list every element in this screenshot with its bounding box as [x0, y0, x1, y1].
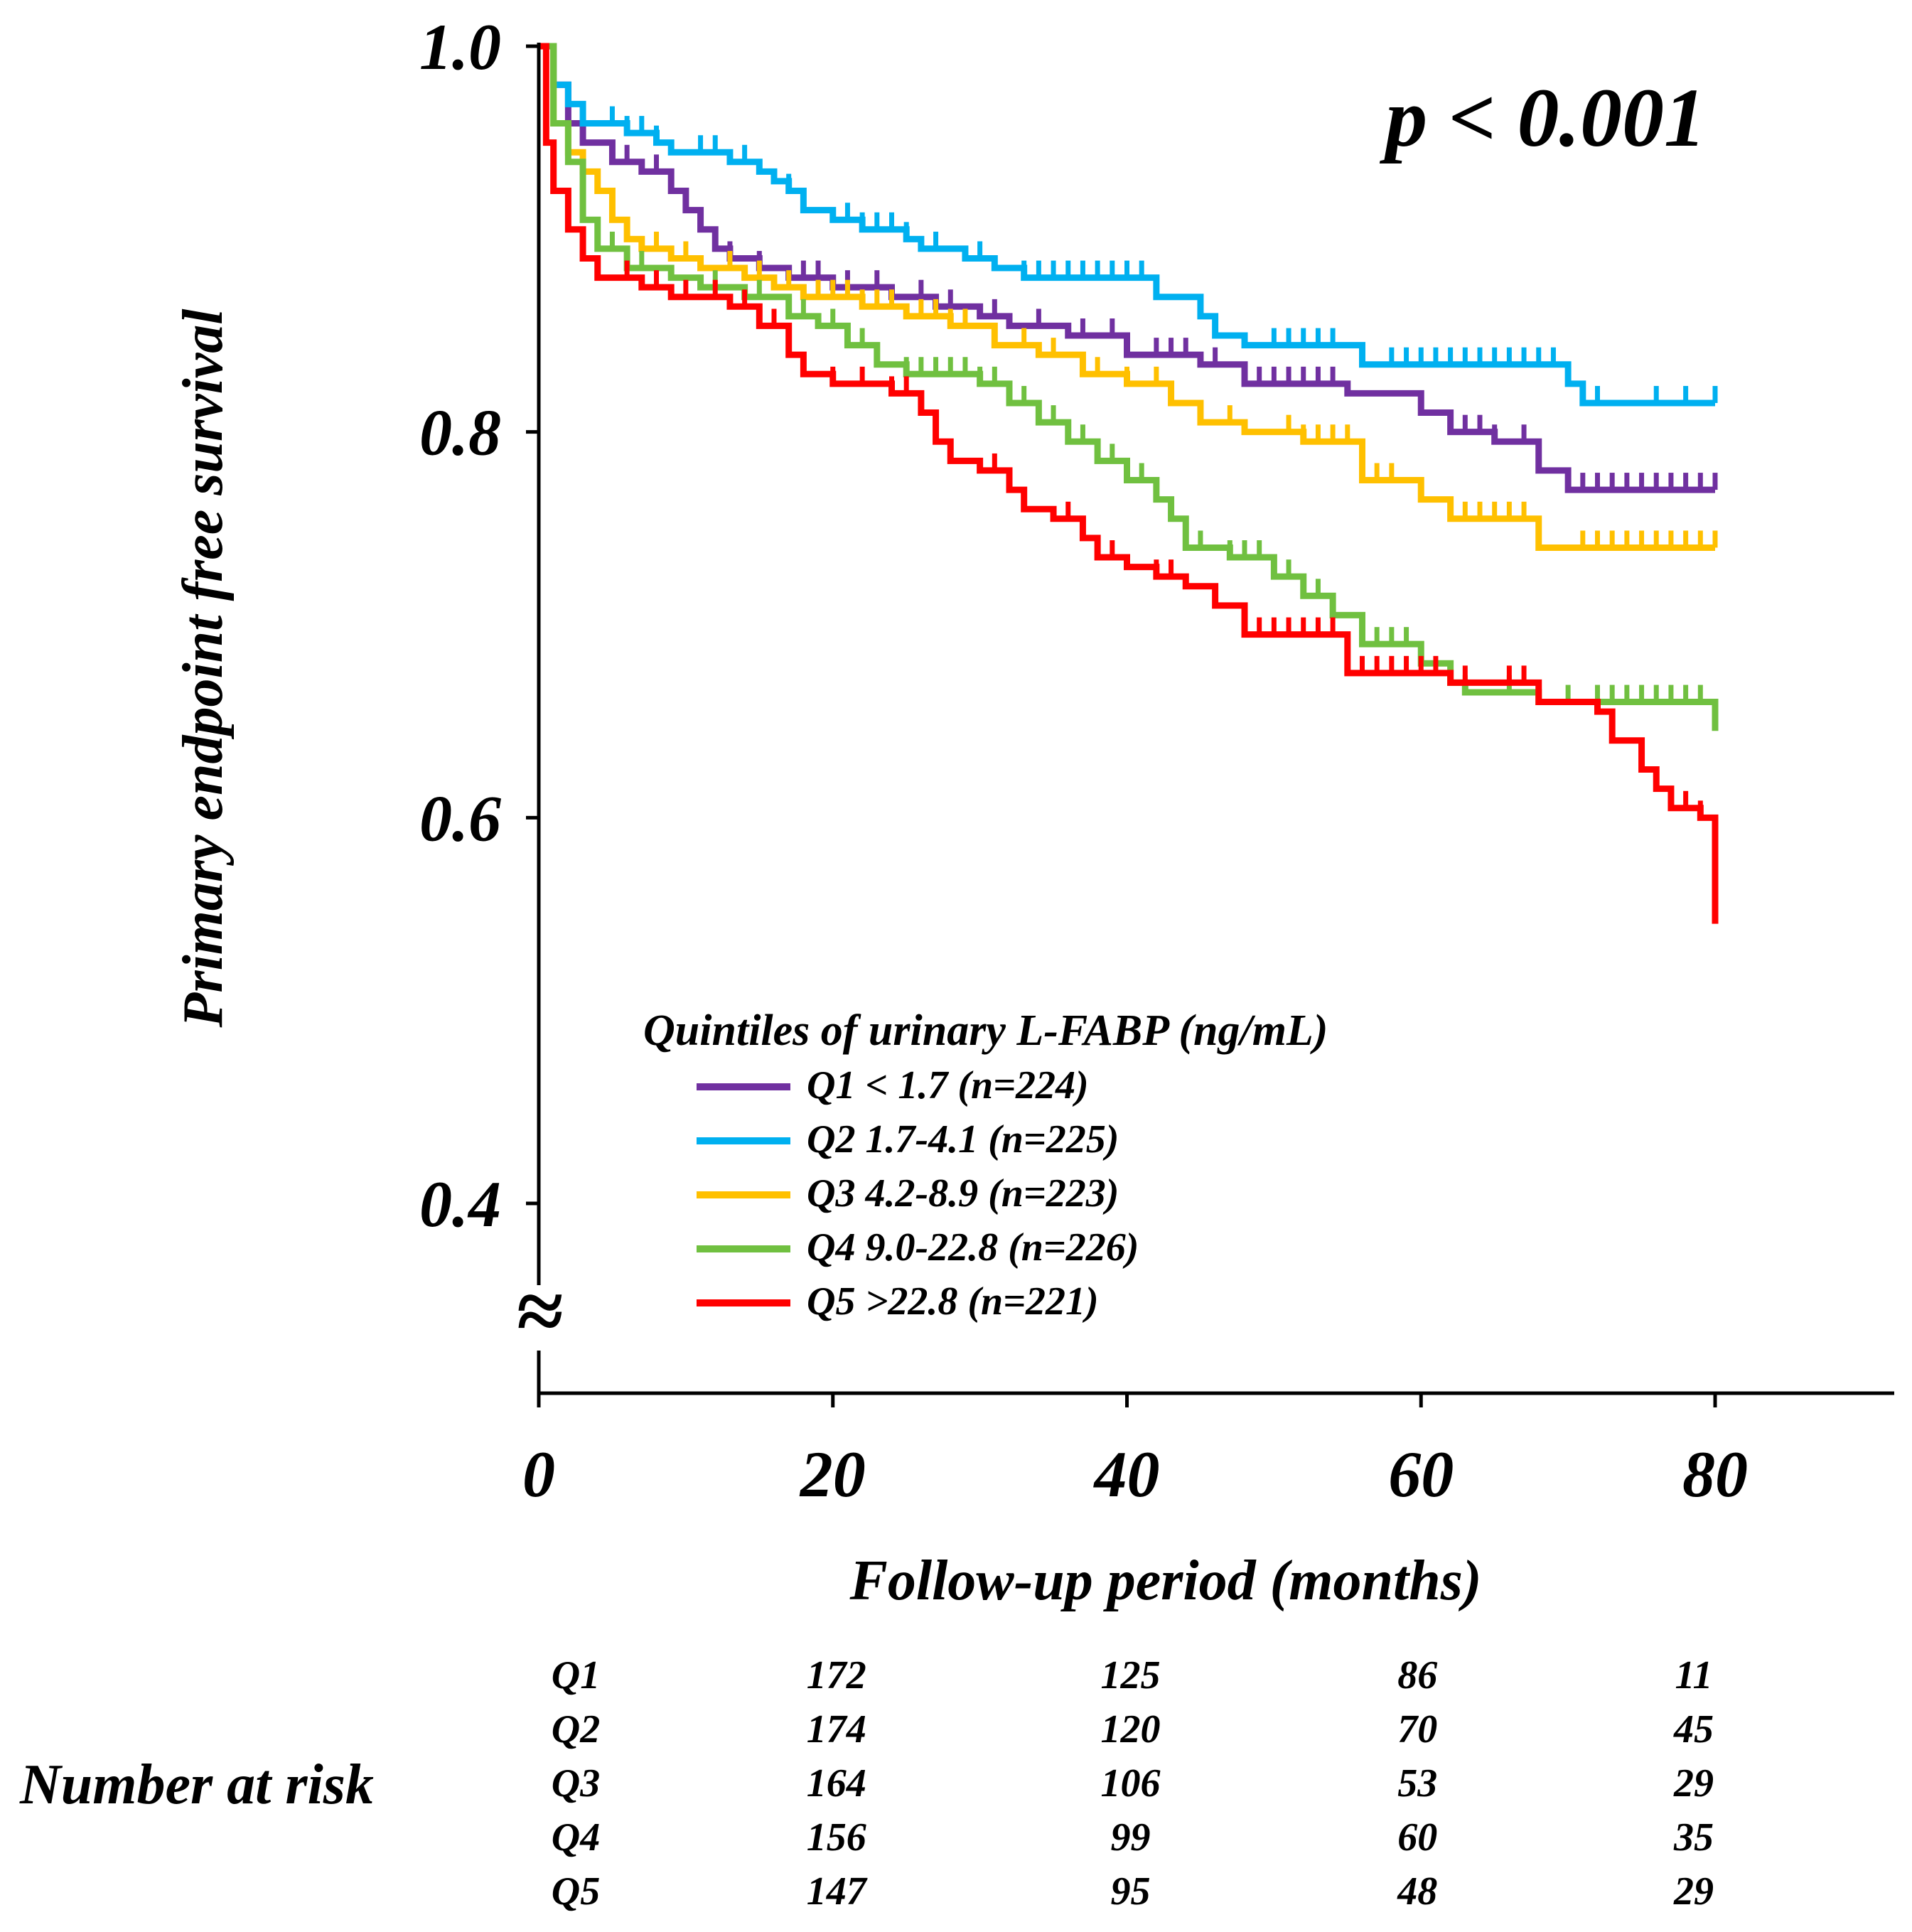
risk-value: 172: [807, 1653, 866, 1697]
legend-label-q5: Q5 >22.8 (n=221): [807, 1279, 1099, 1324]
legend-label-q2: Q2 1.7-4.1 (n=225): [807, 1117, 1119, 1161]
axes-layer: ≈0.4 0.6 0.8 1.0 0 20 40 60 80: [419, 11, 1894, 1510]
risk-row-label: Q3: [552, 1761, 600, 1805]
risk-value: 106: [1101, 1761, 1161, 1805]
y-axis-break-symbol: ≈: [515, 1264, 562, 1358]
legend: Quintiles of urinary L-FABP (ng/mL) Q1 <…: [643, 1007, 1328, 1324]
x-tick-label: 60: [1388, 1438, 1454, 1510]
legend-label-q1: Q1 < 1.7 (n=224): [807, 1063, 1089, 1107]
risk-value: 95: [1111, 1869, 1151, 1914]
series-layer: [539, 43, 1719, 924]
risk-value: 53: [1397, 1761, 1437, 1805]
risk-value: 29: [1673, 1761, 1714, 1805]
risk-value: 70: [1397, 1707, 1437, 1751]
series-line-q5: [539, 43, 1719, 924]
risk-value: 125: [1101, 1653, 1161, 1697]
x-tick-label: 20: [799, 1438, 866, 1510]
risk-value: 147: [807, 1869, 868, 1914]
legend-label-q4: Q4 9.0-22.8 (n=226): [807, 1225, 1139, 1270]
x-tick-label: 40: [1093, 1438, 1160, 1510]
risk-value: 156: [807, 1815, 866, 1859]
y-tick-label: 0.4: [419, 1168, 501, 1240]
risk-value: 164: [807, 1761, 866, 1805]
y-tick-label: 0.8: [419, 397, 501, 469]
risk-value: 45: [1673, 1707, 1714, 1751]
y-axis-label: Primary endpoint free survival: [172, 308, 235, 1029]
x-tick-label: 80: [1682, 1438, 1748, 1510]
legend-label-q3: Q3 4.2-8.9 (n=223): [807, 1171, 1119, 1215]
risk-value: 48: [1397, 1869, 1437, 1914]
risk-value: 35: [1673, 1815, 1714, 1859]
risk-value: 86: [1397, 1653, 1437, 1697]
p-value-annotation: p < 0.001: [1379, 71, 1706, 164]
risk-row-label: Q4: [552, 1815, 600, 1859]
y-tick-label: 1.0: [419, 11, 501, 83]
y-tick-label: 0.6: [419, 782, 501, 854]
risk-row-label: Q1: [552, 1653, 600, 1697]
x-axis-label: Follow-up period (months): [849, 1550, 1481, 1612]
risk-value: 174: [807, 1707, 866, 1751]
risk-value: 29: [1673, 1869, 1714, 1914]
x-tick-label: 0: [522, 1438, 555, 1510]
risk-row-label: Q5: [552, 1869, 600, 1914]
risk-row-label: Q2: [552, 1707, 600, 1751]
number-at-risk-title: Number at risk: [19, 1754, 374, 1816]
series-line-q4: [539, 43, 1719, 731]
risk-value: 60: [1397, 1815, 1437, 1859]
risk-value: 99: [1111, 1815, 1151, 1859]
risk-value: 11: [1675, 1653, 1713, 1697]
legend-title: Quintiles of urinary L-FABP (ng/mL): [643, 1007, 1328, 1055]
risk-value: 120: [1101, 1707, 1161, 1751]
number-at-risk-table: Number at risk Q1 172 125 86 11 Q2 174 120 70 45 Q…: [19, 1653, 1714, 1914]
